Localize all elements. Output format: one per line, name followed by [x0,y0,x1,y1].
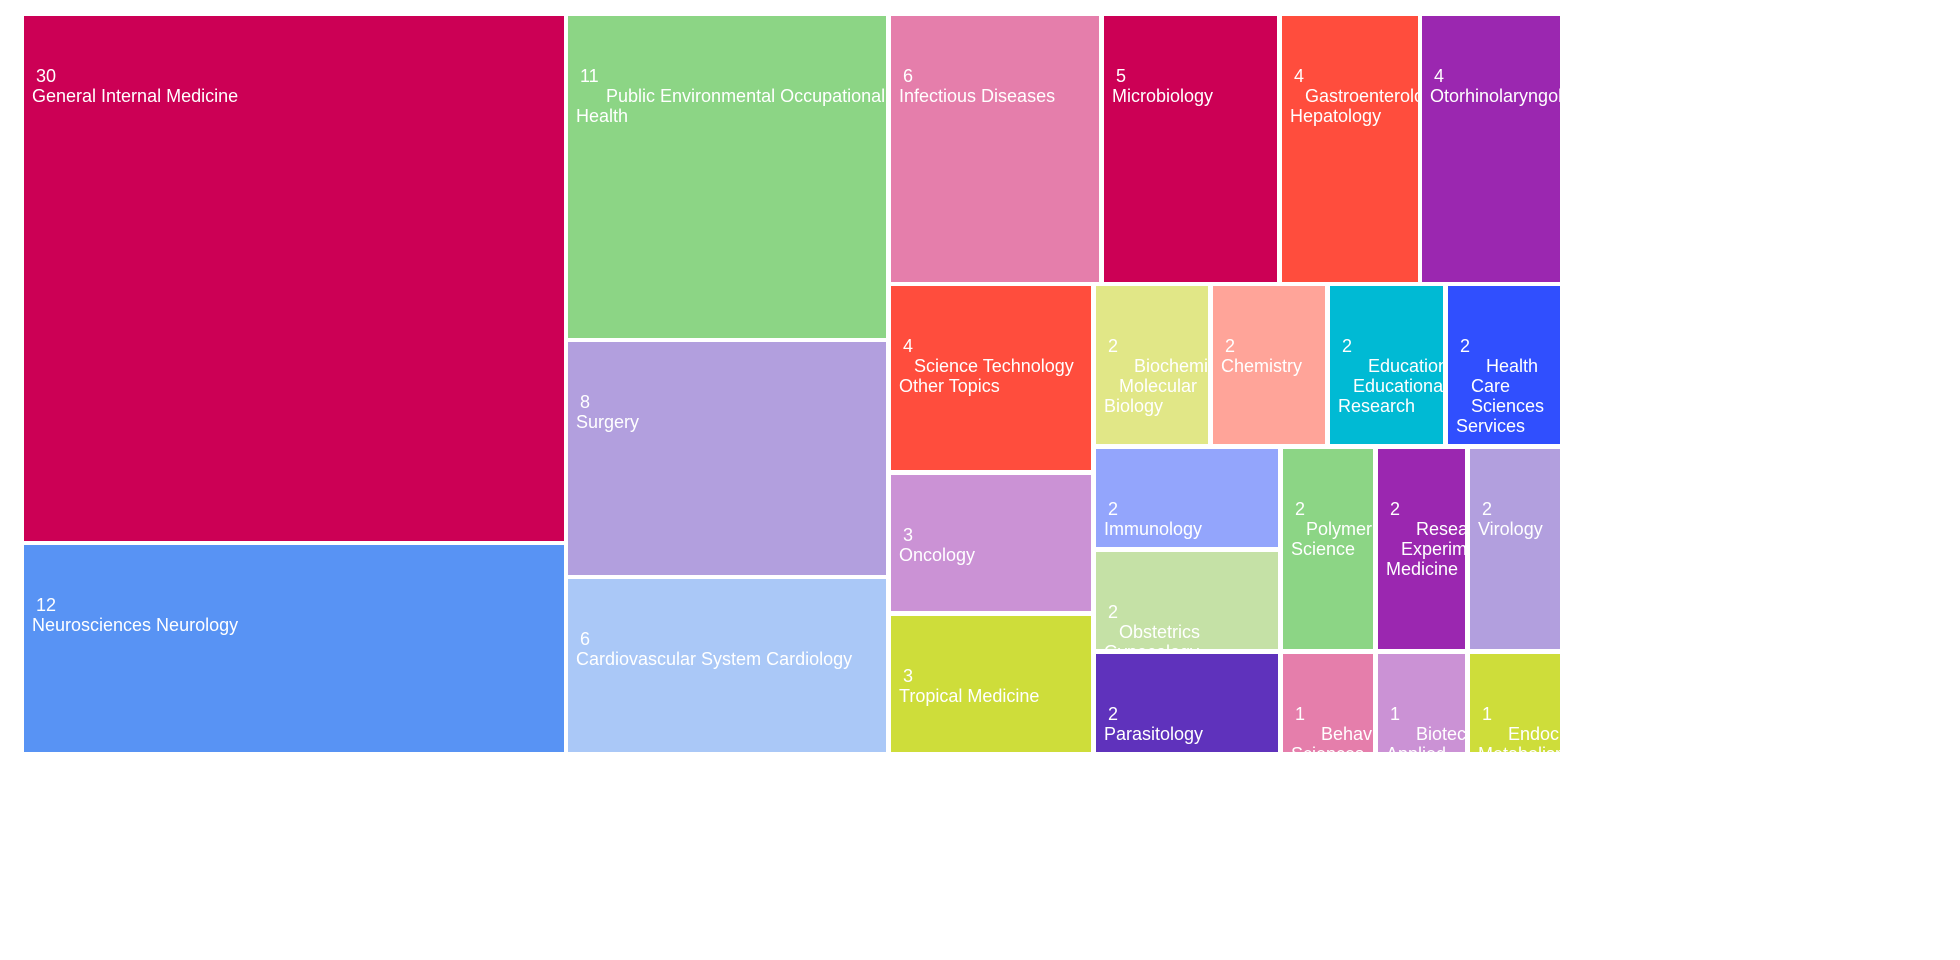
tile-value-label: 2 [1342,336,1353,356]
treemap-tile: 1 Biotechnology Applied Microbiology [1378,654,1465,752]
treemap-tile: 2 Parasitology [1096,654,1278,752]
tile-value-label: 2 [1390,499,1401,519]
tile-value-label: 3 [903,666,914,686]
tile-category-label: Immunology [1104,519,1203,539]
tile-value-label: 8 [580,392,591,412]
tile-category-label: Research Experimental Medicine [1386,519,1465,579]
tile-value-label: 2 [1482,499,1493,519]
tile-value-label: 2 [1108,336,1119,356]
treemap-tile: 5 Microbiology [1104,16,1277,282]
tile-category-label: Cardiovascular System Cardiology [576,649,853,669]
tile-category-label: Polymer Science [1291,519,1373,559]
treemap-tile: 6 Infectious Diseases [891,16,1099,282]
tile-value-label: 11 [580,66,599,86]
tile-value-label: 2 [1108,499,1119,519]
tile-category-label: Tropical Medicine [899,686,1040,706]
treemap-tile: 2 Immunology [1096,449,1278,547]
treemap-tile: 4Otorhinolaryngology [1422,16,1560,282]
treemap-tile: 30 General Internal Medicine [24,16,564,541]
tile-value-label: 2 [1225,336,1236,356]
treemap-tile: 2 Education Educational Research [1330,286,1443,444]
tile-value-label: 3 [903,525,914,545]
treemap-tile: 2 Virology [1470,449,1560,649]
tile-value-label: 1 [1295,704,1306,724]
tile-category-label: Behavioral Sciences [1291,724,1373,752]
tile-category-label: Endocrinology Metabolism [1478,724,1560,752]
treemap-tile: 2 Health Care Sciences Services [1448,286,1560,444]
tile-category-label: Chemistry [1221,356,1303,376]
tile-value-label: 2 [1108,704,1119,724]
tile-value-label: 4 [903,336,914,356]
tile-category-label: Parasitology [1104,724,1204,744]
tile-category-label: Surgery [576,412,640,432]
tile-value-label: 1 [1390,704,1401,724]
treemap-tile: 3 Tropical Medicine [891,616,1091,752]
tile-category-label: Oncology [899,545,976,565]
tile-value-label: 6 [903,66,914,86]
tile-category-label: Biotechnology Applied Microbiology [1386,724,1465,752]
tile-category-label: Virology [1478,519,1543,539]
treemap-tile: 2 Research Experimental Medicine [1378,449,1465,649]
treemap-tile: 11 Public Environmental Occupational Hea… [568,16,886,338]
treemap-tile: 1 Endocrinology Metabolism [1470,654,1560,752]
treemap-tile: 2 Polymer Science [1283,449,1373,649]
treemap-tile: 2 Chemistry [1213,286,1325,444]
tile-category-label: General Internal Medicine [32,86,239,106]
tile-value-label: 5 [1116,66,1127,86]
treemap-tile: 2 Obstetrics Gynecology [1096,552,1278,649]
treemap-tile: 2 Biochemistry Molecular Biology [1096,286,1208,444]
treemap-tile: 8 Surgery [568,342,886,575]
tile-value-label: 30 [36,66,57,86]
tile-category-label: Health Care Sciences Services [1456,356,1545,436]
tile-category-label: Obstetrics Gynecology [1104,622,1201,649]
tile-value-label: 4 [1294,66,1305,86]
tile-value-label: 12 [36,595,57,615]
tile-category-label: Public Environmental Occupational Health [576,86,886,126]
tile-value-label: 6 [580,629,591,649]
tile-value-label: 2 [1460,336,1471,356]
treemap-tile: 12 Neurosciences Neurology [24,545,564,752]
tile-value-label: 2 [1295,499,1306,519]
tile-category-label: Microbiology [1112,86,1214,106]
treemap-tile: 1 Behavioral Sciences [1283,654,1373,752]
tile-value-label: 4 [1434,66,1445,86]
treemap-tile: 4 Gastroenterology Hepatology [1282,16,1418,282]
treemap-tile: 3 Oncology [891,475,1091,611]
tile-category-label: Neurosciences Neurology [32,615,239,635]
tile-category-label: Gastroenterology Hepatology [1290,86,1418,126]
treemap-tile: 6 Cardiovascular System Cardiology [568,579,886,752]
treemap-tile: 4 Science Technology Other Topics [891,286,1091,470]
tile-category-label: Biochemistry Molecular Biology [1104,356,1208,416]
tile-category-label: Otorhinolaryngology [1430,86,1560,106]
tile-value-label: 2 [1108,602,1119,622]
tile-category-label: Infectious Diseases [899,86,1056,106]
tile-category-label: Science Technology Other Topics [899,356,1074,396]
tile-category-label: Education Educational Research [1338,356,1443,416]
tile-value-label: 1 [1482,704,1493,724]
